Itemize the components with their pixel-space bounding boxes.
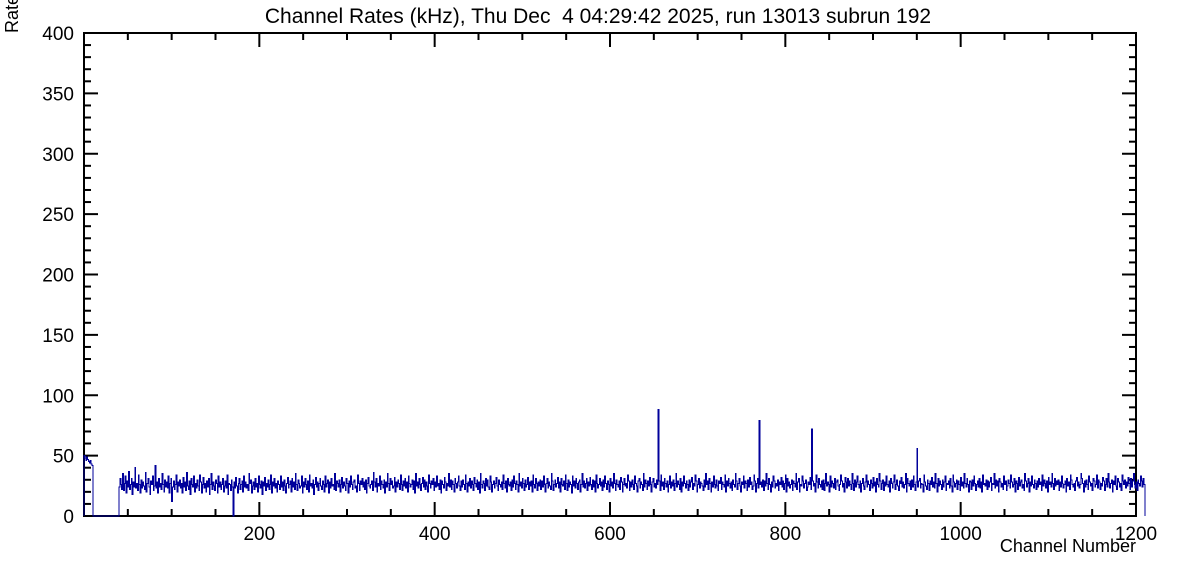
y-tick-label: 350	[42, 84, 74, 105]
x-tick-label: 1000	[940, 524, 982, 545]
y-tick-label: 100	[42, 386, 74, 407]
histogram-outline	[83, 409, 1146, 517]
y-tick-label: 0	[63, 507, 74, 528]
x-tick-label: 400	[419, 524, 451, 545]
page-title: Channel Rates (kHz), Thu Dec 4 04:29:42 …	[264, 5, 932, 28]
y-tick-label: 150	[42, 326, 74, 347]
y-axis-ticks: 0 50 100 150 200 250 300 350 400	[42, 24, 1136, 528]
y-tick-label: 200	[42, 266, 74, 287]
y-axis-title: Rate (kHz)	[2, 0, 22, 33]
x-axis-title: Channel Number	[1000, 536, 1136, 556]
plot-frame	[83, 32, 1137, 517]
y-tick-label: 300	[42, 145, 74, 166]
x-tick-label: 800	[769, 524, 801, 545]
x-tick-label: 1200	[1115, 524, 1157, 545]
y-tick-label: 250	[42, 205, 74, 226]
x-tick-label: 200	[243, 524, 275, 545]
y-tick-label: 400	[42, 24, 74, 45]
y-tick-label: 50	[53, 447, 74, 468]
rate-series-line	[83, 409, 1146, 517]
x-tick-label: 600	[594, 524, 626, 545]
x-axis-ticks: 200 400 600 800 1000 1200	[83, 33, 1157, 545]
